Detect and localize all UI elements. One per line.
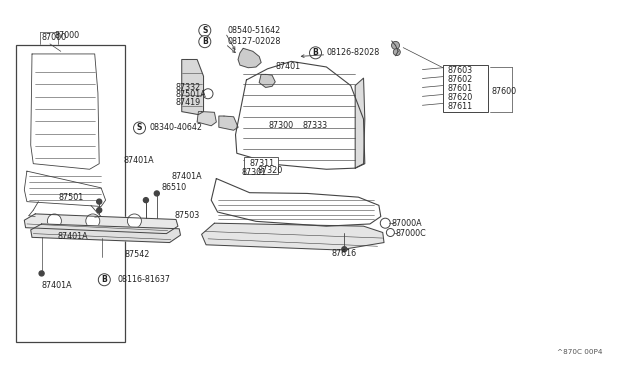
Polygon shape	[31, 54, 99, 169]
Polygon shape	[182, 60, 204, 115]
Text: 87000C: 87000C	[396, 229, 426, 238]
Text: 87611: 87611	[448, 102, 473, 111]
Text: 87332: 87332	[176, 83, 201, 92]
Text: 87401A: 87401A	[58, 232, 88, 241]
Circle shape	[392, 41, 399, 49]
Text: 08340-40642: 08340-40642	[149, 124, 202, 132]
Text: 08540-51642: 08540-51642	[227, 26, 280, 35]
Circle shape	[97, 199, 102, 204]
Circle shape	[199, 36, 211, 48]
Text: B: B	[313, 48, 318, 57]
Circle shape	[154, 191, 159, 196]
Circle shape	[101, 277, 106, 282]
Text: 87000: 87000	[42, 33, 67, 42]
Bar	[443, 65, 488, 112]
Text: 87401A: 87401A	[124, 156, 154, 165]
Text: ^870C 00P4: ^870C 00P4	[557, 349, 602, 355]
Text: 87503: 87503	[174, 211, 199, 220]
Text: 87000A: 87000A	[392, 219, 422, 228]
Circle shape	[39, 271, 44, 276]
Text: 08126-82028: 08126-82028	[326, 48, 380, 57]
Text: 87603: 87603	[448, 66, 473, 75]
Circle shape	[394, 49, 400, 55]
Text: 87602: 87602	[448, 75, 473, 84]
Circle shape	[99, 274, 110, 286]
Text: 87620: 87620	[448, 93, 473, 102]
Text: 87300: 87300	[269, 121, 294, 130]
Circle shape	[86, 214, 100, 228]
Circle shape	[134, 122, 145, 134]
Polygon shape	[202, 223, 384, 250]
Polygon shape	[197, 112, 216, 126]
Text: 87601: 87601	[448, 84, 473, 93]
Text: 87616: 87616	[332, 249, 356, 258]
Text: B: B	[202, 37, 207, 46]
Text: 87501A: 87501A	[176, 90, 207, 99]
Text: S: S	[137, 124, 142, 132]
Text: S: S	[202, 26, 207, 35]
Circle shape	[97, 208, 102, 213]
Polygon shape	[355, 78, 365, 168]
Text: 87333: 87333	[302, 121, 327, 130]
Text: 08127-02028: 08127-02028	[227, 37, 280, 46]
Circle shape	[310, 47, 321, 59]
Polygon shape	[259, 74, 275, 87]
Text: 87000: 87000	[54, 31, 79, 40]
Text: 87401: 87401	[275, 62, 300, 71]
Text: 87501: 87501	[59, 193, 84, 202]
Circle shape	[47, 214, 61, 228]
Text: 87600: 87600	[492, 87, 516, 96]
Polygon shape	[24, 214, 178, 234]
Text: 87419: 87419	[176, 98, 201, 107]
Text: 87301: 87301	[242, 169, 267, 177]
Circle shape	[143, 198, 148, 203]
Text: 87311: 87311	[250, 159, 275, 168]
Text: 87401A: 87401A	[42, 281, 72, 290]
Bar	[244, 157, 278, 174]
Circle shape	[127, 214, 141, 228]
Bar	[16, 45, 125, 342]
Circle shape	[199, 25, 211, 36]
Text: 87320: 87320	[257, 166, 282, 174]
Polygon shape	[211, 179, 381, 226]
Circle shape	[203, 89, 213, 99]
Text: B: B	[102, 275, 107, 284]
Polygon shape	[31, 224, 180, 243]
Text: 87542: 87542	[125, 250, 150, 259]
Text: 87401A: 87401A	[172, 172, 202, 181]
Circle shape	[342, 247, 347, 252]
Text: 86510: 86510	[161, 183, 186, 192]
Text: 08116-81637: 08116-81637	[117, 275, 170, 284]
Polygon shape	[219, 116, 238, 130]
Polygon shape	[238, 48, 261, 68]
Polygon shape	[236, 61, 365, 169]
Polygon shape	[24, 171, 106, 206]
